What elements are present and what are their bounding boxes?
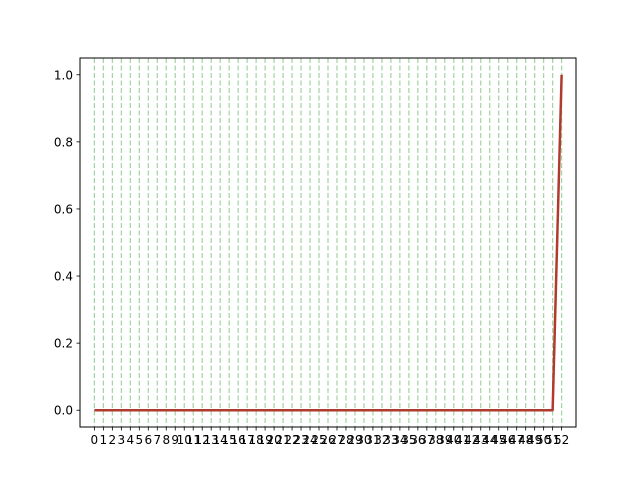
x-tick-label-38: 38 [428,433,443,447]
x-tick-label-44: 44 [482,433,497,447]
x-tick-label-22: 22 [284,433,299,447]
y-tick-label-5: 1.0 [54,68,73,82]
x-tick-label-5: 5 [135,433,143,447]
x-tick-label-9: 9 [171,433,179,447]
y-tick-label-0: 0.0 [54,404,73,418]
x-tick-label-51: 51 [545,433,560,447]
x-tick-label-2: 2 [109,433,117,447]
x-axis: 0 1 2 3 4 5 6 7 8 9101112131415161718192021222324… [91,427,569,447]
x-tick-label-16: 16 [231,433,246,447]
x-tick-label-43: 43 [473,433,488,447]
x-tick-label-50: 50 [536,433,551,447]
x-tick-label-0: 0 [91,433,99,447]
y-axis: 0.0 0.2 0.4 0.6 0.8 1.0 [54,68,80,418]
x-tick-label-17: 17 [239,433,254,447]
x-tick-label-6: 6 [144,433,152,447]
x-tick-label-32: 32 [374,433,389,447]
x-tick-label-40: 40 [446,433,461,447]
x-tick-label-35: 35 [401,433,416,447]
x-tick-label-41: 41 [455,433,470,447]
x-tick-label-34: 34 [392,433,407,447]
x-tick-label-26: 26 [320,433,335,447]
y-tick-label-1: 0.2 [54,337,73,351]
x-tick-label-3: 3 [118,433,126,447]
gridlines [93,58,563,427]
x-tick-label-36: 36 [410,433,425,447]
x-tick-label-37: 37 [419,433,434,447]
x-tick-label-1: 1 [100,433,108,447]
series-lines [94,74,563,412]
x-tick-label-11: 11 [186,433,201,447]
x-tick-label-52: 52 [554,433,569,447]
x-tick-label-47: 47 [509,433,524,447]
x-tick-label-30: 30 [356,433,371,447]
x-tick-label-13: 13 [204,433,219,447]
y-tick-label-4: 0.8 [54,135,73,149]
x-tick-label-12: 12 [195,433,210,447]
x-tick-label-20: 20 [266,433,281,447]
x-tick-label-39: 39 [437,433,452,447]
x-tick-label-49: 49 [527,433,542,447]
x-tick-label-31: 31 [365,433,380,447]
x-tick-label-10: 10 [177,433,192,447]
x-tick-label-8: 8 [162,433,170,447]
x-tick-label-27: 27 [329,433,344,447]
y-tick-label-3: 0.6 [54,202,73,216]
x-tick-label-25: 25 [311,433,326,447]
x-tick-label-33: 33 [383,433,398,447]
x-tick-label-15: 15 [222,433,237,447]
x-tick-label-23: 23 [293,433,308,447]
x-tick-label-45: 45 [491,433,506,447]
x-tick-label-14: 14 [213,433,228,447]
x-tick-label-28: 28 [338,433,353,447]
x-tick-label-18: 18 [248,433,263,447]
x-tick-label-48: 48 [518,433,533,447]
x-tick-label-21: 21 [275,433,290,447]
x-tick-label-46: 46 [500,433,515,447]
x-tick-label-42: 42 [464,433,479,447]
x-tick-label-7: 7 [153,433,161,447]
x-tick-label-4: 4 [126,433,134,447]
x-tick-label-24: 24 [302,433,317,447]
y-tick-label-2: 0.4 [54,270,73,284]
series-line-0 [94,74,563,412]
x-tick-label-19: 19 [257,433,272,447]
x-tick-label-29: 29 [347,433,362,447]
